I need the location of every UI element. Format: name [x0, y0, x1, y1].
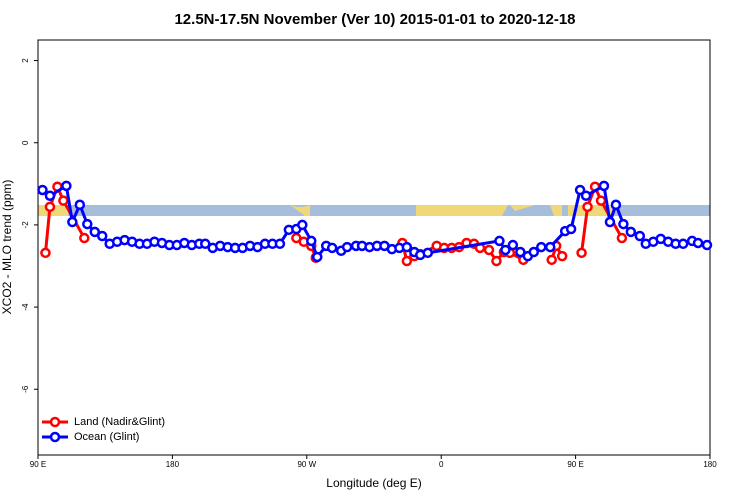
point: [89, 226, 100, 238]
point: [618, 218, 629, 230]
point: [507, 239, 519, 251]
y-tick-label: -6: [21, 385, 30, 393]
point: [491, 255, 502, 267]
point: [422, 247, 434, 259]
point: [616, 232, 628, 244]
point: [528, 246, 540, 258]
point: [536, 241, 547, 253]
point: [61, 180, 72, 192]
point: [74, 199, 86, 211]
x-tick-label: 90 W: [297, 460, 316, 469]
point: [701, 239, 713, 251]
point: [44, 201, 56, 213]
point: [326, 242, 338, 254]
y-tick-label: 2: [21, 58, 30, 63]
point: [312, 251, 323, 263]
point: [604, 216, 616, 228]
point: [306, 235, 317, 247]
point: [79, 232, 90, 244]
x-tick-label: 90 E: [30, 460, 46, 469]
point: [341, 241, 353, 253]
legend-marker: [49, 431, 61, 443]
point: [634, 230, 646, 242]
point: [500, 244, 511, 256]
legend: Land (Nadir&Glint) Ocean (Glint): [42, 416, 165, 443]
chart-title: 12.5N-17.5N November (Ver 10) 2015-01-01…: [174, 11, 575, 28]
point: [96, 230, 108, 242]
point: [401, 255, 413, 267]
point: [200, 238, 211, 250]
point: [565, 223, 577, 235]
point: [67, 216, 78, 228]
point: [544, 241, 556, 253]
point: [598, 180, 610, 192]
point: [677, 238, 689, 250]
point: [483, 244, 495, 256]
point: [494, 235, 505, 247]
point: [580, 190, 592, 201]
point: [556, 250, 568, 262]
y-tick-label: -2: [21, 221, 30, 229]
y-tick-label: -4: [21, 303, 30, 311]
point: [44, 190, 56, 201]
point: [576, 247, 587, 259]
x-tick-label: 180: [703, 460, 717, 469]
y-tick-label: 0: [21, 140, 30, 145]
point: [692, 237, 704, 249]
point: [625, 226, 637, 238]
point: [274, 238, 286, 250]
point: [595, 195, 607, 206]
legend-label: Land (Nadir&Glint): [74, 416, 165, 428]
x-tick-label: 90 E: [567, 460, 583, 469]
legend-label: Ocean (Glint): [74, 431, 139, 443]
point: [515, 246, 526, 258]
x-axis-label: Longitude (deg E): [326, 476, 421, 490]
point: [297, 219, 308, 231]
point: [401, 241, 413, 253]
point: [82, 218, 93, 230]
point: [582, 201, 593, 213]
point: [574, 184, 586, 196]
point: [37, 184, 48, 196]
point: [40, 247, 51, 259]
point: [610, 199, 622, 211]
point: [546, 254, 557, 266]
x-tick-label: 180: [166, 460, 180, 469]
map-strip: [38, 205, 710, 216]
legend-marker: [49, 416, 61, 428]
y-axis-label: XCO2 - MLO trend (ppm): [0, 180, 14, 315]
x-tick-label: 0: [439, 460, 444, 469]
point: [58, 195, 69, 206]
